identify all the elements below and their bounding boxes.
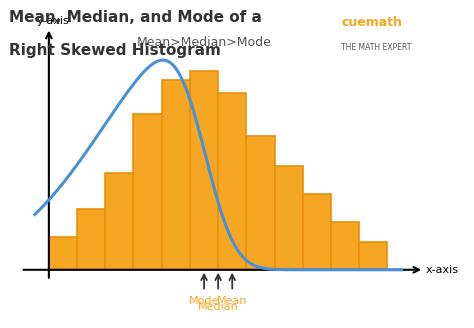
Bar	[303, 194, 331, 270]
Bar	[77, 209, 105, 270]
Text: Mean>Median>Mode: Mean>Median>Mode	[137, 36, 272, 49]
Text: Mean, Median, and Mode of a: Mean, Median, and Mode of a	[9, 10, 262, 25]
Bar	[49, 237, 77, 270]
Bar	[105, 173, 134, 270]
Bar	[274, 166, 303, 270]
Bar	[162, 80, 190, 270]
Bar	[218, 92, 246, 270]
Bar	[190, 71, 218, 270]
Text: y-axis: y-axis	[36, 15, 70, 26]
Bar	[359, 242, 387, 270]
Text: x-axis: x-axis	[426, 265, 458, 275]
Text: Mean: Mean	[217, 296, 247, 306]
Text: THE MATH EXPERT: THE MATH EXPERT	[341, 43, 411, 51]
Bar	[331, 222, 359, 270]
Bar	[134, 114, 162, 270]
Bar	[246, 136, 274, 270]
Text: Mode: Mode	[189, 296, 219, 306]
Text: Right Skewed Histogram: Right Skewed Histogram	[9, 43, 221, 58]
Text: cuemath: cuemath	[341, 16, 402, 30]
Text: Median: Median	[198, 302, 238, 312]
